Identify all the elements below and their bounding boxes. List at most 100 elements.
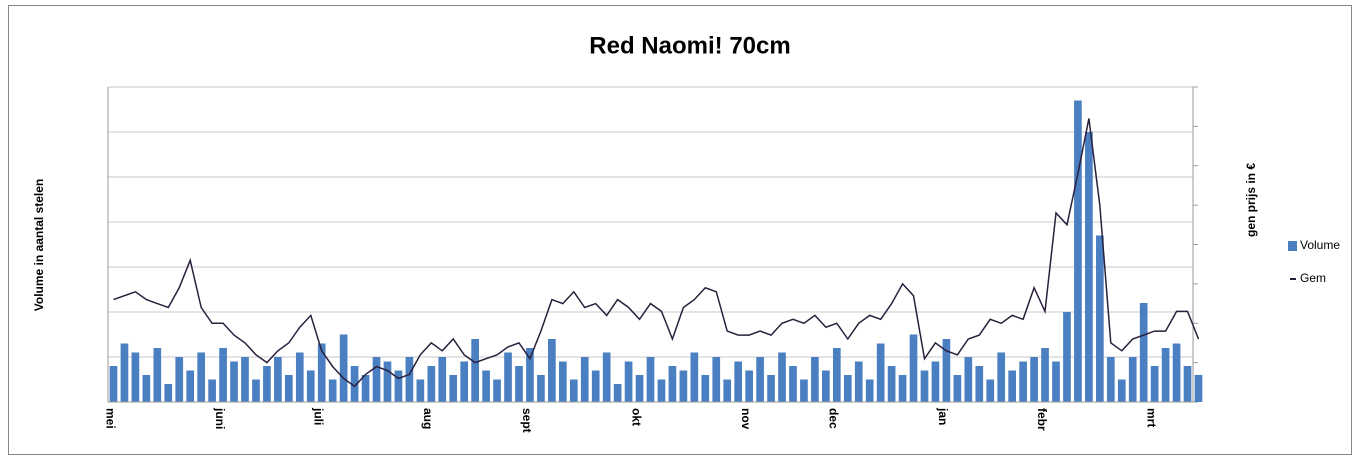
bar <box>175 357 184 402</box>
bar <box>997 352 1006 402</box>
bar <box>153 348 162 402</box>
bar <box>164 384 173 402</box>
bar <box>701 375 710 402</box>
bar <box>822 370 830 402</box>
bar <box>865 379 874 402</box>
bar <box>854 361 863 402</box>
bar <box>624 361 633 402</box>
bar <box>548 339 556 402</box>
bar <box>800 379 808 402</box>
bar <box>361 375 370 402</box>
bar <box>679 370 688 402</box>
bar <box>986 379 995 402</box>
x-tick-label: juli <box>312 407 326 425</box>
bar <box>832 348 841 402</box>
bar <box>1172 343 1181 402</box>
bar <box>372 357 381 402</box>
bar <box>580 357 589 402</box>
bar <box>394 370 403 402</box>
bar <box>482 370 490 402</box>
x-tick-label: febr <box>1035 408 1049 431</box>
x-tick-label: aug <box>421 408 435 429</box>
bar <box>1128 357 1137 402</box>
bar <box>504 352 512 402</box>
x-tick-label: dec <box>827 408 841 429</box>
bar <box>909 334 918 402</box>
bar <box>350 366 359 402</box>
bar <box>876 343 885 402</box>
x-tick-label: mrt <box>1144 408 1158 427</box>
bar <box>131 352 140 402</box>
x-tick-label: nov <box>739 408 753 430</box>
bar <box>416 379 425 402</box>
bar <box>569 379 578 402</box>
bar <box>1106 357 1115 402</box>
bar <box>109 366 118 402</box>
bar <box>219 348 227 402</box>
bar <box>471 339 479 402</box>
bar <box>723 379 732 402</box>
line <box>113 118 1200 388</box>
bar <box>274 357 282 402</box>
bar <box>1019 361 1027 402</box>
bar <box>427 366 436 402</box>
bar <box>558 361 567 402</box>
bar <box>920 370 929 402</box>
bar <box>1063 312 1071 402</box>
x-tick-label: okt <box>629 408 643 426</box>
bar <box>953 375 962 402</box>
bar <box>635 375 644 402</box>
bar <box>887 366 896 402</box>
bar <box>1117 379 1126 402</box>
bar <box>306 370 315 402</box>
bar <box>339 334 348 402</box>
bar <box>186 370 195 402</box>
bar <box>646 357 655 402</box>
bar <box>1041 348 1049 402</box>
bar <box>208 379 216 402</box>
bar <box>1183 366 1192 402</box>
bar <box>975 366 984 402</box>
bar <box>230 361 238 402</box>
bar <box>778 352 786 402</box>
bar <box>526 348 534 402</box>
bar <box>1150 366 1159 402</box>
bar <box>591 370 600 402</box>
bar <box>460 361 469 402</box>
bar <box>712 357 721 402</box>
y2-axis-label: gen prijs in € <box>1244 163 1258 237</box>
bar <box>537 375 545 402</box>
bar <box>252 379 260 402</box>
legend-swatch <box>1288 241 1297 251</box>
bar <box>931 361 940 402</box>
bar <box>515 366 523 402</box>
bar <box>449 375 458 402</box>
bar <box>120 343 129 402</box>
bar <box>767 375 775 402</box>
bar <box>1008 370 1017 402</box>
bar <box>383 361 392 402</box>
legend-label: Volume <box>1300 238 1340 252</box>
bar <box>197 352 205 402</box>
bar <box>668 366 677 402</box>
chart-title: Red Naomi! 70cm <box>589 32 790 59</box>
bar <box>898 375 907 402</box>
bar <box>942 339 951 402</box>
bar <box>1052 361 1060 402</box>
bar <box>745 370 753 402</box>
bar <box>438 357 447 402</box>
bar <box>964 357 973 402</box>
x-tick-label: mei <box>103 408 117 429</box>
bar <box>405 357 414 402</box>
legend-label: Gem <box>1300 271 1326 285</box>
bar <box>657 379 666 402</box>
bar <box>284 375 293 402</box>
bar <box>1074 100 1082 402</box>
x-tick-label: juni <box>213 407 227 429</box>
bar <box>843 375 852 402</box>
bar <box>328 379 337 402</box>
bar <box>811 357 819 402</box>
bar <box>1085 132 1093 402</box>
bar <box>789 366 797 402</box>
